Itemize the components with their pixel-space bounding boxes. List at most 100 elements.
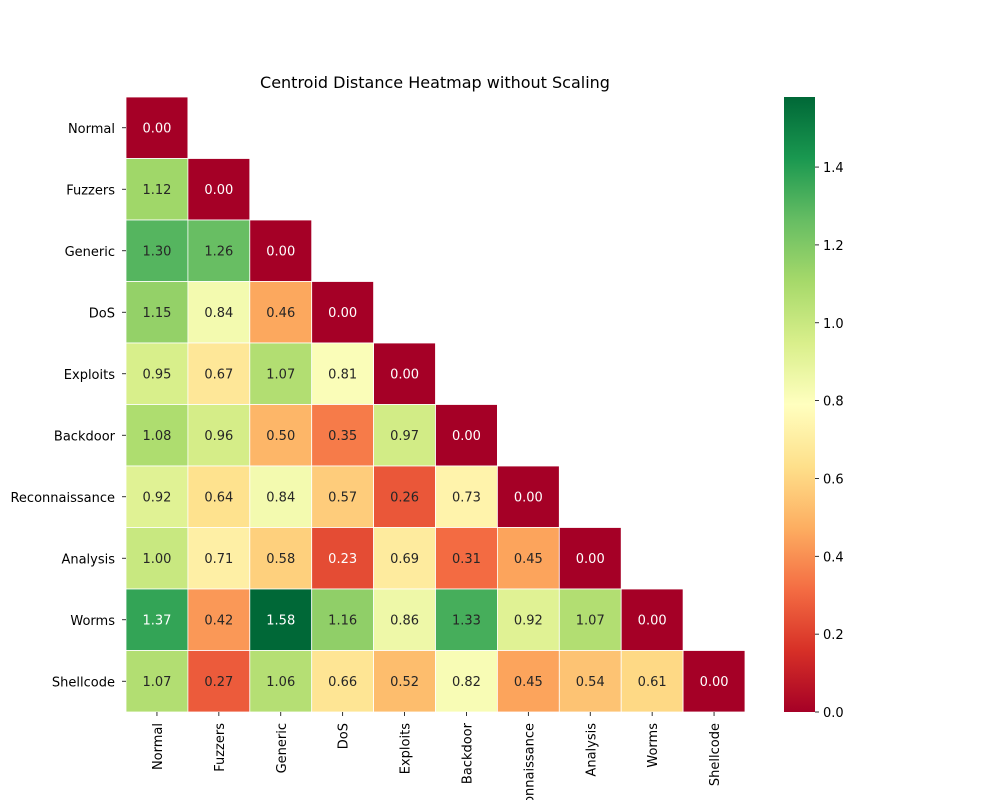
cell-worms-reconnaissance xyxy=(496,588,560,651)
cell-value-label: 1.12 xyxy=(142,183,171,198)
cell-value-label: 0.46 xyxy=(266,306,295,321)
cell-exploits-fuzzers xyxy=(187,342,251,405)
row-label: Backdoor xyxy=(54,429,116,444)
cell-value-label: 0.95 xyxy=(142,367,171,382)
cell-worms-backdoor xyxy=(435,588,498,651)
heatmap-cells xyxy=(125,96,746,713)
cell-value-label: 0.61 xyxy=(638,675,667,690)
cell-value-label: 0.00 xyxy=(638,613,667,628)
cell-shellcode-fuzzers xyxy=(187,650,251,713)
cell-value-label: 0.52 xyxy=(390,675,419,690)
cell-value-label: 0.45 xyxy=(514,675,543,690)
column-label: Shellcode xyxy=(708,723,723,786)
cell-value-label: 0.81 xyxy=(328,367,357,382)
cell-analysis-normal xyxy=(125,527,189,590)
cell-value-label: 1.58 xyxy=(266,613,295,628)
cell-value-label: 0.00 xyxy=(142,121,171,136)
colorbar-tick-label: 0.2 xyxy=(823,628,844,643)
cell-value-label: 0.57 xyxy=(328,490,357,505)
cell-value-label: 0.00 xyxy=(204,183,233,198)
cell-value-label: 0.67 xyxy=(204,367,233,382)
cell-value-label: 1.00 xyxy=(142,552,171,567)
cell-value-label: 0.58 xyxy=(266,552,295,567)
cell-value-label: 0.54 xyxy=(576,675,605,690)
cell-analysis-generic xyxy=(249,527,313,590)
column-label: Normal xyxy=(151,723,166,770)
cell-dos-dos xyxy=(311,281,375,344)
colorbar-tick-label: 0.6 xyxy=(823,472,844,487)
cell-shellcode-normal xyxy=(125,650,189,713)
cell-value-label: 0.97 xyxy=(390,429,419,444)
cell-value-label: 0.00 xyxy=(328,306,357,321)
cell-worms-worms xyxy=(620,588,684,651)
colorbar-tick-label: 1.2 xyxy=(823,239,844,254)
row-label: Shellcode xyxy=(52,675,115,690)
cell-shellcode-dos xyxy=(311,650,375,713)
cell-value-label: 0.92 xyxy=(142,490,171,505)
row-label: Normal xyxy=(68,122,115,137)
column-axis: Normal Fuzzers Generic DoS Exploits Backdoor R… xyxy=(151,712,723,800)
cell-backdoor-fuzzers xyxy=(187,404,251,467)
cell-exploits-generic xyxy=(249,342,313,405)
cell-value-label: 1.06 xyxy=(266,675,295,690)
cell-value-label: 0.84 xyxy=(204,306,233,321)
cell-exploits-exploits xyxy=(373,342,436,405)
cell-backdoor-exploits xyxy=(373,404,436,467)
cell-reconnaissance-dos xyxy=(311,465,375,528)
column-label: DoS xyxy=(337,723,352,749)
cell-worms-fuzzers xyxy=(187,588,251,651)
colorbar-tick-label: 0.0 xyxy=(823,706,844,721)
cell-value-label: 0.96 xyxy=(204,429,233,444)
cell-analysis-reconnaissance xyxy=(496,527,560,590)
cell-dos-fuzzers xyxy=(187,281,251,344)
cell-value-label: 0.73 xyxy=(452,490,481,505)
row-axis: Normal Fuzzers Generic DoS Exploits Backdoor R… xyxy=(10,122,126,690)
cell-reconnaissance-fuzzers xyxy=(187,465,251,528)
row-label: Fuzzers xyxy=(66,183,115,198)
cell-value-label: 0.92 xyxy=(514,613,543,628)
row-label: Worms xyxy=(70,614,115,629)
colorbar-tick-label: 1.4 xyxy=(823,161,844,176)
cell-value-label: 0.86 xyxy=(390,613,419,628)
cell-generic-fuzzers xyxy=(187,219,251,282)
row-label: DoS xyxy=(89,306,115,321)
cell-value-label: 0.23 xyxy=(328,552,357,567)
cell-value-label: 0.42 xyxy=(204,613,233,628)
cell-value-label: 0.82 xyxy=(452,675,481,690)
cell-backdoor-dos xyxy=(311,404,375,467)
column-label: Generic xyxy=(275,723,290,773)
column-label: Exploits xyxy=(399,723,414,774)
cell-value-label: 1.07 xyxy=(266,367,295,382)
cell-value-label: 1.33 xyxy=(452,613,481,628)
cell-analysis-analysis xyxy=(558,527,622,590)
cell-shellcode-shellcode xyxy=(682,650,746,713)
cell-shellcode-generic xyxy=(249,650,313,713)
cell-value-label: 0.00 xyxy=(452,429,481,444)
cell-fuzzers-fuzzers xyxy=(187,158,251,221)
cell-fuzzers-normal xyxy=(125,158,189,221)
row-label: Reconnaissance xyxy=(10,491,115,506)
cell-value-label: 0.00 xyxy=(514,490,543,505)
cell-worms-generic xyxy=(249,588,313,651)
cell-value-label: 0.27 xyxy=(204,675,233,690)
cell-value-label: 0.35 xyxy=(328,429,357,444)
cell-worms-dos xyxy=(311,588,375,651)
cell-value-label: 0.26 xyxy=(390,490,419,505)
cell-value-label: 0.71 xyxy=(204,552,233,567)
cell-worms-normal xyxy=(125,588,189,651)
cell-value-label: 0.64 xyxy=(204,490,233,505)
cell-exploits-dos xyxy=(311,342,375,405)
cell-shellcode-backdoor xyxy=(435,650,498,713)
cell-value-label: 1.37 xyxy=(142,613,171,628)
cell-value-label: 0.00 xyxy=(576,552,605,567)
chart-title: Centroid Distance Heatmap without Scalin… xyxy=(260,73,610,92)
cell-shellcode-analysis xyxy=(558,650,622,713)
heatmap-cell-labels: 0.00 1.12 0.00 1.30 1.26 0.00 1.15 0.84 0.46 0.00… xyxy=(142,121,728,690)
cell-value-label: 0.84 xyxy=(266,490,295,505)
cell-value-label: 0.45 xyxy=(514,552,543,567)
row-label: Exploits xyxy=(64,368,115,383)
cell-value-label: 0.50 xyxy=(266,429,295,444)
cell-shellcode-worms xyxy=(620,650,684,713)
